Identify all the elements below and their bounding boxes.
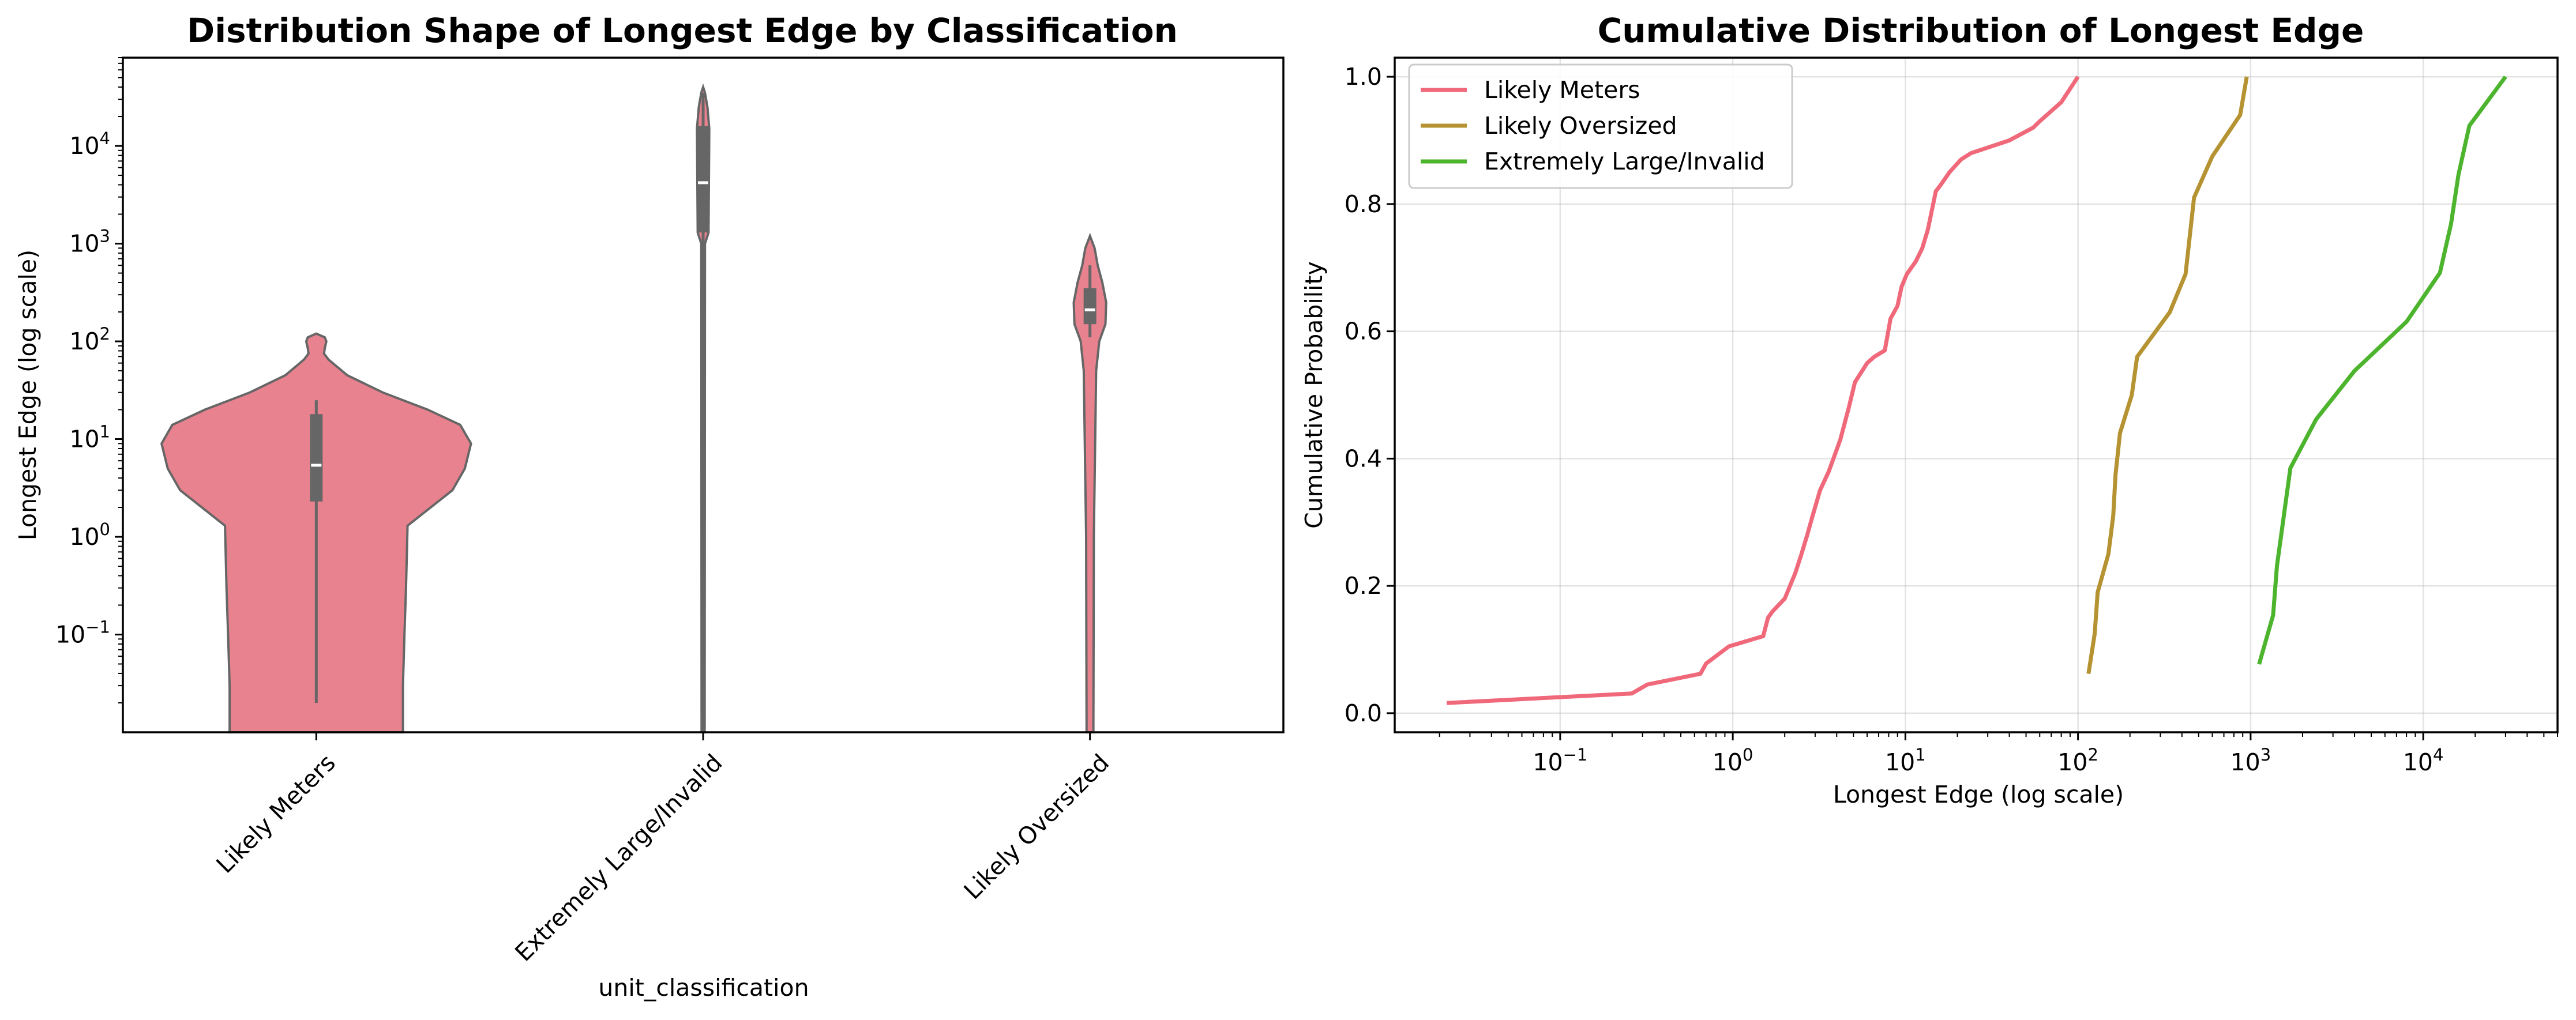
cdf-y-tick-label: 0.6 — [1345, 318, 1382, 345]
cdf-gridlines — [1395, 58, 2558, 732]
cdf-chart-title: Cumulative Distribution of Longest Edge — [1598, 11, 2364, 50]
cdf-legend-frame — [1408, 63, 1793, 189]
cdf-series-line-1 — [2086, 76, 2249, 675]
cdf-y-tick-label: 0.0 — [1345, 699, 1382, 727]
violin-x-axis-label: unit_classification — [598, 974, 809, 1002]
cdf-plot-frame — [1394, 57, 2559, 733]
violin-y-tick-label: 104 — [69, 129, 110, 160]
cdf-y-axis-ticks: 0.0 0.2 0.4 0.6 0.8 1.0 — [1345, 63, 1395, 727]
cdf-x-tick-label: 101 — [1885, 745, 1926, 776]
cdf-x-tick-label: 102 — [2057, 745, 2098, 776]
violin-chart-panel: Distribution Shape of Longest Edge by Cl… — [14, 11, 1285, 1002]
cdf-x-tick-label: 100 — [1713, 745, 1753, 776]
violin-iqr-box-1 — [697, 126, 709, 233]
cdf-y-tick-label: 0.2 — [1345, 572, 1382, 600]
violin-body-2 — [1072, 232, 1107, 733]
violin-boxes — [310, 92, 1097, 732]
violin-x-tick-label: Likely Meters — [211, 749, 341, 879]
violin-y-axis-ticks: 10−1 100 101 102 103 104 — [55, 57, 123, 703]
cdf-x-axis-ticks: 10−1 100 101 102 103 104 — [1439, 732, 2558, 776]
violin-iqr-box-0 — [310, 414, 323, 502]
cdf-series-line-2 — [2257, 76, 2507, 665]
cdf-legend-label-0: Likely Meters — [1484, 76, 1640, 104]
violin-chart-title: Distribution Shape of Longest Edge by Cl… — [187, 11, 1178, 50]
cdf-legend-label-2: Extremely Large/Invalid — [1484, 148, 1765, 175]
violin-y-tick-label: 100 — [69, 520, 110, 551]
violin-iqr-box-2 — [1083, 288, 1097, 325]
cdf-x-axis-label: Longest Edge (log scale) — [1833, 781, 2124, 808]
cdf-chart-panel: Cumulative Distribution of Longest Edge … — [1300, 11, 2559, 808]
violin-x-tick-label: Extremely Large/Invalid — [509, 749, 727, 967]
violin-y-tick-label: 102 — [69, 324, 110, 355]
violin-y-tick-label: 10−1 — [55, 618, 110, 649]
violin-bodies — [160, 83, 1107, 733]
cdf-series-line-0 — [1446, 76, 2080, 705]
cdf-x-tick-label: 10−1 — [1533, 745, 1587, 776]
cdf-legend-label-1: Likely Oversized — [1484, 112, 1677, 140]
cdf-series-lines — [1446, 76, 2507, 705]
cdf-x-tick-label: 104 — [2403, 745, 2444, 776]
violin-x-tick-label: Likely Oversized — [959, 749, 1115, 905]
cdf-y-axis-label: Cumulative Probability — [1300, 261, 1328, 529]
cdf-x-tick-label: 103 — [2230, 745, 2271, 776]
cdf-y-tick-label: 0.4 — [1345, 445, 1382, 472]
cdf-y-tick-label: 1.0 — [1345, 63, 1382, 91]
violin-x-axis-ticks: Likely Meters Extremely Large/Invalid Like… — [211, 732, 1115, 967]
violin-y-axis-label: Longest Edge (log scale) — [14, 250, 42, 540]
cdf-legend: Likely Meters Likely Oversized Extremely L… — [1408, 63, 1793, 189]
violin-y-tick-label: 103 — [69, 227, 110, 258]
cdf-y-tick-label: 0.8 — [1345, 190, 1382, 218]
violin-y-tick-label: 101 — [69, 422, 110, 453]
